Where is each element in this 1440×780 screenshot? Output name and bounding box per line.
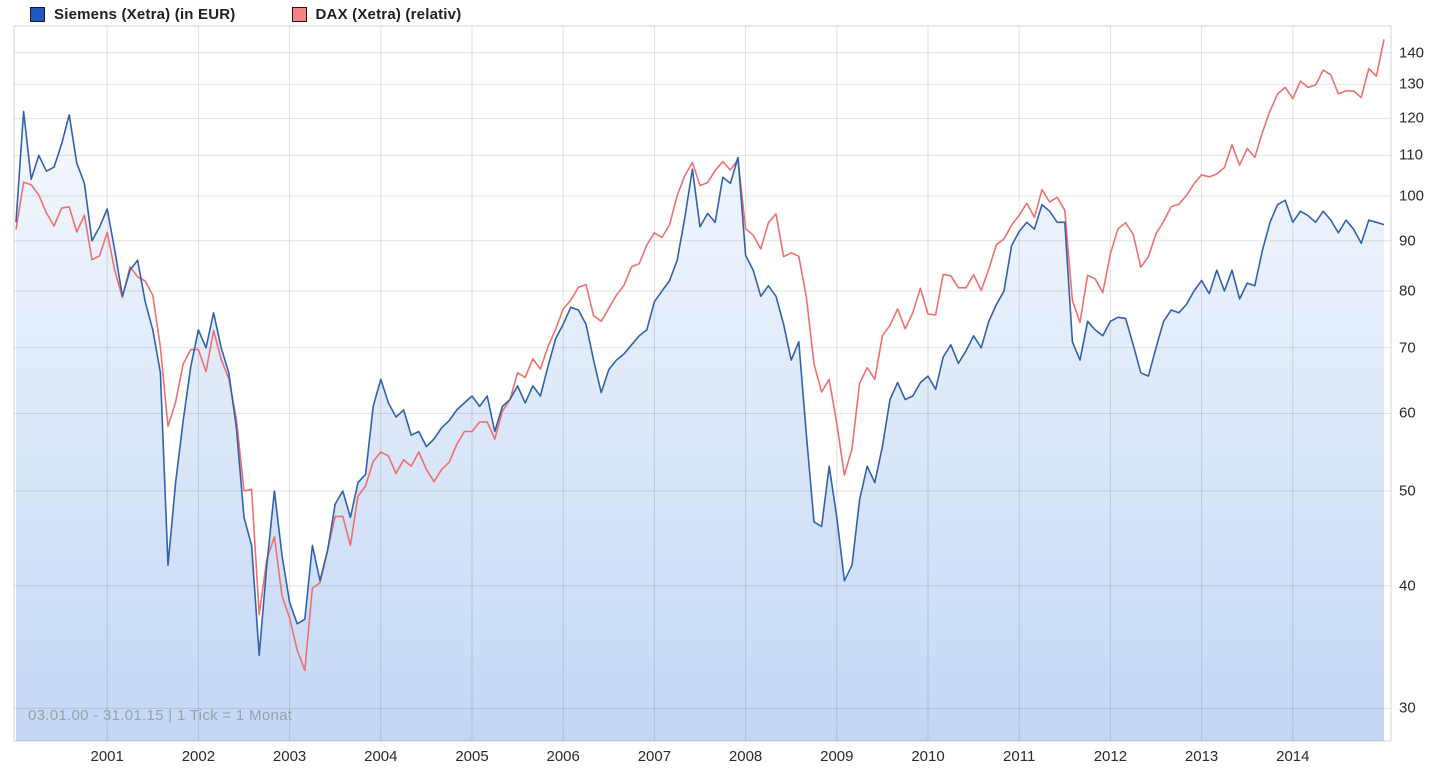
x-tick-label: 2007 <box>637 748 672 765</box>
y-tick-label: 110 <box>1399 146 1423 164</box>
x-tick-label: 2013 <box>1184 748 1219 765</box>
y-tick-label: 50 <box>1399 482 1416 500</box>
legend-label-siemens: Siemens (Xetra) (in EUR) <box>54 5 236 23</box>
x-tick-label: 2009 <box>820 748 854 765</box>
siemens-series-line <box>15 110 1385 656</box>
plot-border <box>13 25 1392 742</box>
y-tick-label: 140 <box>1399 44 1425 62</box>
x-tick-label: 2004 <box>364 748 398 765</box>
x-tick-label: 2001 <box>90 748 124 765</box>
x-tick-label: 2014 <box>1276 748 1310 765</box>
y-tick-label: 60 <box>1399 404 1416 422</box>
dax-swatch-icon <box>291 6 307 22</box>
grid <box>14 26 1391 741</box>
x-tick-label: 2005 <box>455 748 489 765</box>
x-tick-label: 2008 <box>728 748 763 765</box>
x-tick-label: 2003 <box>272 748 307 765</box>
y-tick-label: 100 <box>1399 187 1425 205</box>
date-range-note: 03.01.00 - 31.01.15 | 1 Tick = 1 Monat <box>28 707 293 724</box>
y-tick-label: 40 <box>1399 577 1416 595</box>
legend-item-siemens: Siemens (Xetra) (in EUR) <box>30 6 236 23</box>
x-tick-label: 2010 <box>911 748 945 765</box>
y-tick-label: 130 <box>1399 75 1425 93</box>
legend: Siemens (Xetra) (in EUR) DAX (Xetra) (re… <box>30 3 461 25</box>
y-tick-label: 120 <box>1399 109 1425 127</box>
x-tick-label: 2012 <box>1093 748 1128 765</box>
legend-label-dax: DAX (Xetra) (relativ) <box>315 5 462 23</box>
y-tick-label: 70 <box>1399 339 1416 357</box>
y-tick-label: 80 <box>1399 282 1416 300</box>
siemens-swatch-icon <box>30 6 45 22</box>
siemens-area-fill <box>16 111 1384 741</box>
legend-item-dax: DAX (Xetra) (relativ) <box>291 5 462 23</box>
y-tick-label: 90 <box>1399 232 1416 250</box>
x-tick-label: 2006 <box>546 748 580 765</box>
dax-series-line <box>15 39 1385 672</box>
x-tick-label: 2002 <box>181 748 216 765</box>
y-tick-label: 30 <box>1399 699 1416 717</box>
x-tick-label: 2011 <box>1003 748 1036 765</box>
